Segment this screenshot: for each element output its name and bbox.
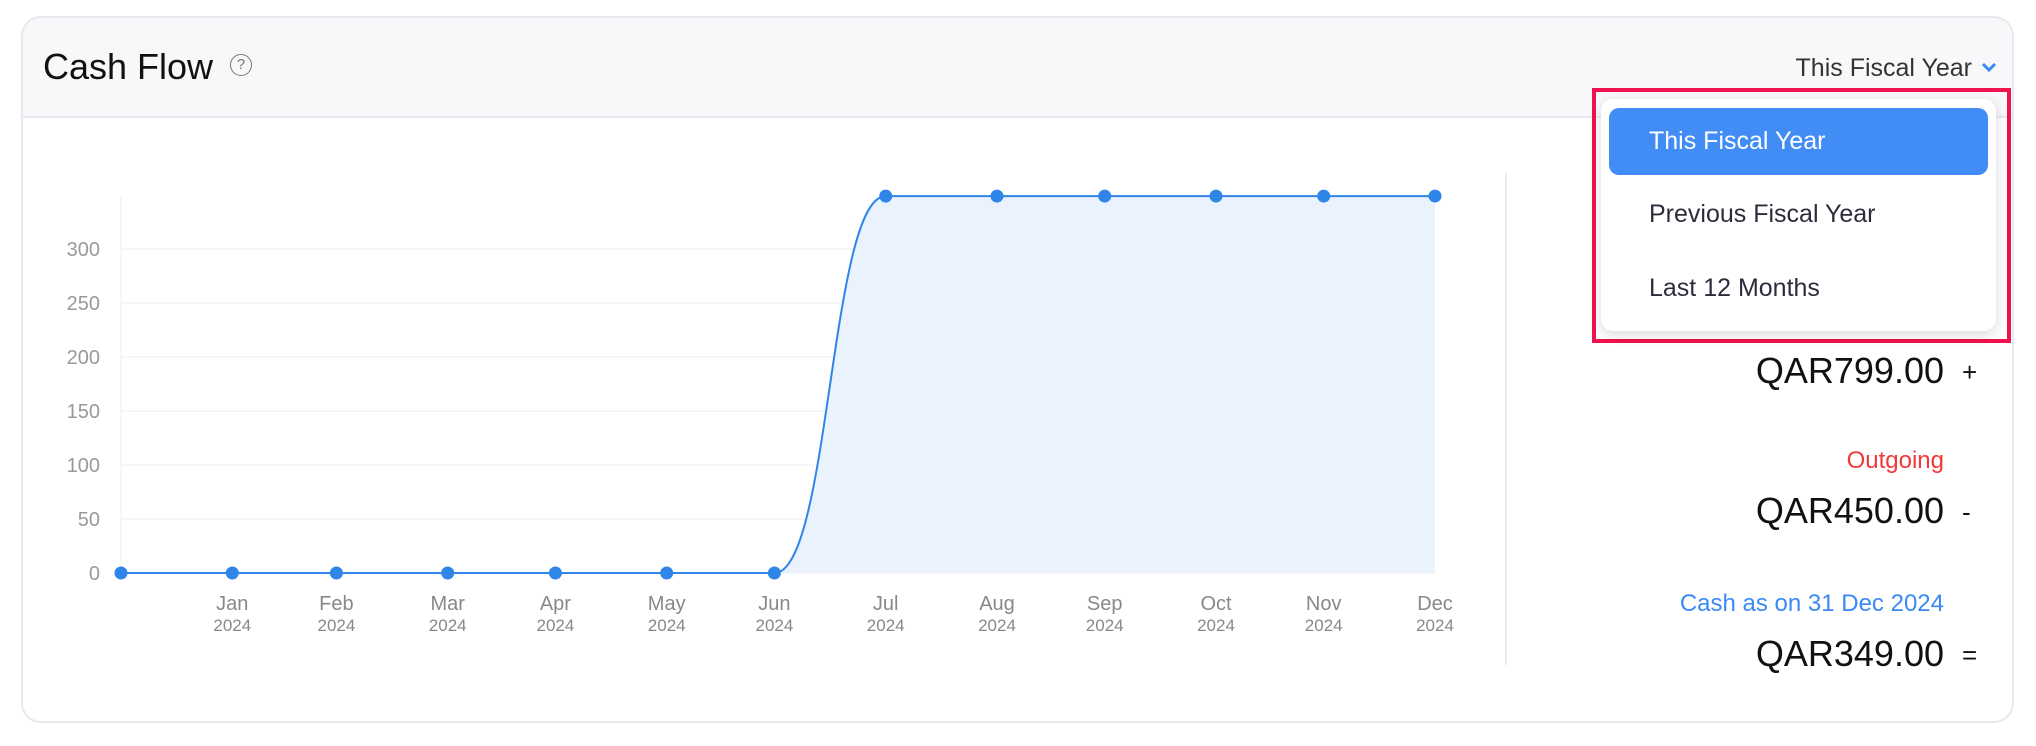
y-tick-label: 200 bbox=[67, 347, 100, 369]
x-tick-month: Oct bbox=[1200, 593, 1232, 615]
incoming-sign: + bbox=[1962, 357, 1978, 387]
x-tick-year: 2024 bbox=[1197, 616, 1235, 635]
x-tick-month: Mar bbox=[430, 593, 465, 615]
chevron-down-icon[interactable] bbox=[1980, 58, 1998, 76]
data-point bbox=[767, 566, 781, 580]
x-tick-month: Aug bbox=[979, 593, 1015, 615]
y-tick-label: 0 bbox=[89, 563, 100, 585]
y-tick-label: 50 bbox=[78, 509, 100, 531]
option-last-12-months[interactable]: Last 12 Months bbox=[1649, 274, 1820, 302]
x-tick-year: 2024 bbox=[978, 616, 1016, 635]
data-point bbox=[225, 566, 239, 580]
option-previous-fiscal-year[interactable]: Previous Fiscal Year bbox=[1649, 200, 1876, 228]
x-tick-year: 2024 bbox=[213, 616, 251, 635]
y-tick-label: 300 bbox=[67, 239, 100, 261]
x-tick-year: 2024 bbox=[317, 616, 355, 635]
x-tick-month: Feb bbox=[319, 593, 353, 615]
data-point bbox=[1098, 189, 1112, 203]
x-tick-month: May bbox=[648, 593, 686, 615]
cash-amount: QAR349.00 bbox=[1755, 633, 1944, 674]
x-tick-year: 2024 bbox=[867, 616, 905, 635]
outgoing-amount: QAR450.00 bbox=[1755, 490, 1944, 531]
outgoing-sign: - bbox=[1962, 497, 1971, 527]
question-circle-icon[interactable]: ? bbox=[230, 54, 252, 76]
card-header: Cash Flow ? This Fiscal Year bbox=[23, 18, 2012, 118]
data-point bbox=[1428, 189, 1442, 203]
x-tick-year: 2024 bbox=[648, 616, 686, 635]
data-point bbox=[879, 189, 893, 203]
series-line bbox=[120, 195, 1435, 574]
y-tick-label: 150 bbox=[67, 401, 100, 423]
cash-as-on-label: Cash as on 31 Dec 2024 bbox=[1679, 590, 1944, 617]
x-tick-year: 2024 bbox=[1305, 616, 1343, 635]
divider bbox=[1505, 173, 1507, 665]
cash-flow-chart: 050100150200250300Jan2024Feb2024Mar2024A… bbox=[67, 189, 1454, 635]
x-tick-year: 2024 bbox=[755, 616, 793, 635]
x-tick-month: Dec bbox=[1417, 593, 1453, 615]
cash-sign: = bbox=[1962, 640, 1978, 670]
x-tick-month: Jul bbox=[873, 593, 899, 615]
data-point bbox=[1209, 189, 1223, 203]
x-tick-month: Jun bbox=[758, 593, 790, 615]
period-dropdown-menu: This Fiscal Year Previous Fiscal Year La… bbox=[1601, 99, 1996, 331]
x-tick-year: 2024 bbox=[429, 616, 467, 635]
x-tick-year: 2024 bbox=[1086, 616, 1124, 635]
dropdown-highlight-outline bbox=[1592, 88, 2011, 343]
card-title: Cash Flow bbox=[43, 46, 214, 87]
data-point bbox=[660, 566, 674, 580]
area-fill bbox=[121, 196, 1435, 573]
incoming-amount: QAR799.00 bbox=[1755, 350, 1944, 391]
y-tick-label: 100 bbox=[67, 455, 100, 477]
x-tick-month: Sep bbox=[1087, 593, 1123, 615]
x-tick-year: 2024 bbox=[1416, 616, 1454, 635]
x-tick-month: Jan bbox=[216, 593, 248, 615]
y-tick-label: 250 bbox=[67, 293, 100, 315]
x-tick-month: Apr bbox=[540, 593, 571, 615]
data-point bbox=[990, 189, 1004, 203]
option-this-fiscal-year[interactable]: This Fiscal Year bbox=[1609, 108, 1988, 175]
outgoing-label: Outgoing bbox=[1846, 447, 1944, 474]
data-point bbox=[114, 566, 128, 580]
data-point bbox=[548, 566, 562, 580]
data-point bbox=[329, 566, 343, 580]
data-point bbox=[441, 566, 455, 580]
x-tick-year: 2024 bbox=[536, 616, 574, 635]
period-selector[interactable]: This Fiscal Year bbox=[1795, 54, 1972, 82]
x-tick-month: Nov bbox=[1306, 593, 1342, 615]
data-point bbox=[1317, 189, 1331, 203]
